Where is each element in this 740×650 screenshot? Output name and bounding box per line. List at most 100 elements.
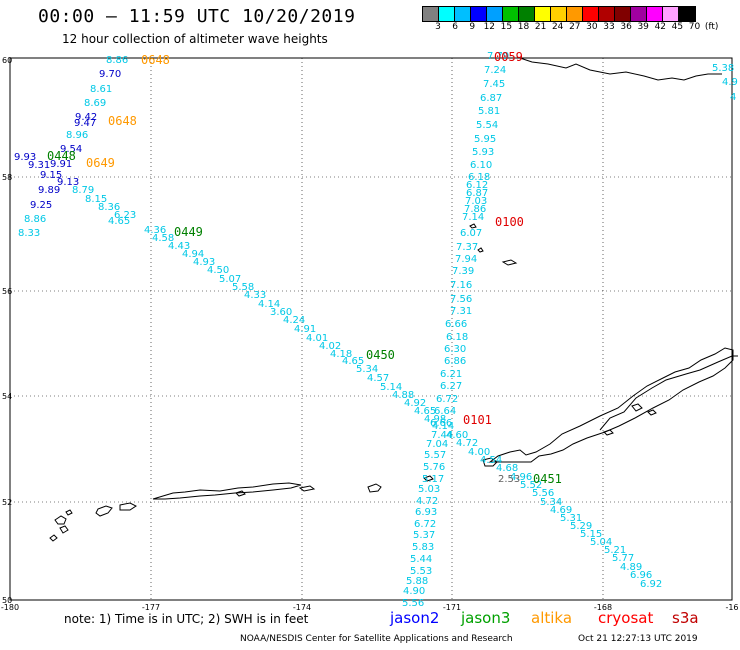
legend-item-cryosat: cryosat [598,609,654,627]
wave-height-value: 5.83 [412,542,434,553]
wave-height-value: 4.65 [342,356,364,367]
wave-height-value: 6.86 [444,356,466,367]
wave-height-value: 4.43 [168,241,190,252]
wave-height-value: 9.13 [57,177,79,188]
wave-height-value: 4.9 [722,77,738,88]
lon-tick-label: -16 [725,603,738,612]
colorbar-tick: (ft) [704,22,719,32]
island-a [95,505,113,517]
wave-height-value: 5.54 [476,120,498,131]
wave-height-value: 7.79 [487,51,509,62]
wave-height-value: 4.72 [416,496,438,507]
wave-height-value: 7.14 [462,212,484,223]
wave-height-value: 6.72 [436,394,458,405]
pass-time-label: 0648 [141,53,170,67]
colorbar-tick: 33 [603,22,615,32]
colorbar-swatch [519,7,535,21]
wave-height-value: 6.12 [466,180,488,191]
footer-note: note: 1) Time is in UTC; 2) SWH is in fe… [64,612,309,626]
colorbar-swatch [599,7,615,21]
wave-height-value: 5.81 [478,106,500,117]
wave-height-value: 5.93 [472,147,494,158]
legend-item-s3a: s3a [672,609,699,627]
wave-height-value: 6.66 [430,418,452,429]
wave-height-value: 9.31 [28,160,50,171]
wave-height-value: 8.96 [66,130,88,141]
wave-height-value: 5.95 [474,134,496,145]
wave-height-value: 7.44 [431,430,453,441]
colorbar-swatch [471,7,487,21]
wave-height-value: 8.61 [90,84,112,95]
wave-height-value: 4.72 [456,438,478,449]
lat-tick-label: 52 [2,498,12,507]
axis-labels: -180 -177 -174 -171 -168 -16 60 58 56 54 52 50 [1,56,739,612]
lat-tick-label: 58 [2,173,12,182]
wave-height-value: 6.64 [434,406,456,417]
wave-height-value: 4.90 [403,586,425,597]
wave-height-value: 5.34 [540,497,562,508]
colorbar-swatch [679,7,695,21]
wave-height-value: 9.15 [40,170,62,181]
wave-height-value: 6.96 [630,570,652,581]
legend-item-jason3: jason3 [461,609,511,627]
wave-height-value: 7.45 [483,79,505,90]
wave-height-value: 7.39 [452,266,474,277]
wave-height-value: 8.36 [98,202,120,213]
wave-height-value: 9.25 [30,200,52,211]
wave-height-value: 7.24 [484,65,506,76]
colorbar-tick: 9 [469,22,476,32]
lat-tick-label: 60 [2,56,12,65]
wave-height-value: 9.89 [38,185,60,196]
wave-height-value: 5.77 [612,553,634,564]
lon-tick-label: -171 [443,603,461,612]
wave-height-value: 8.69 [84,98,106,109]
wave-height-value: 4.88 [392,390,414,401]
colorbar-tick: 30 [586,22,598,32]
mainland-coast-east [599,355,738,431]
wave-height-value: 5.88 [406,576,428,587]
pass-time-label: 0451 [533,472,562,486]
wave-height-value: 9.42 [75,112,97,123]
wave-height-value: 4.89 [620,562,642,573]
colorbar-tick: 12 [483,22,496,32]
wave-height-value: 7.56 [450,294,472,305]
pass-time-label: 0448 [47,149,76,163]
wave-height-value: 6.07 [460,228,482,239]
colorbar-swatch [647,7,663,21]
island-c [49,509,73,542]
wave-height-value: 4.68 [496,463,518,474]
wave-height-value: 4.01 [306,333,328,344]
wave-height-value: 5.04 [590,537,612,548]
wave-height-value: 5.31 [560,513,582,524]
colorbar-swatch [551,7,567,21]
wave-height-value: 7.03 [465,196,487,207]
wave-height-value: 6.10 [470,160,492,171]
lon-tick-label: -168 [594,603,612,612]
wave-height-value: 6.92 [640,579,662,590]
wave-height-value: 4.69 [550,505,572,516]
wave-height-value: 4.65 [108,216,130,227]
lat-tick-label: 54 [2,392,12,401]
wave-height-value: 9.70 [99,69,121,80]
colorbar-tick: 39 [637,22,649,32]
wave-height-points: 4.654.364.584.434.944.934.505.075.584.33… [14,51,738,609]
colorbar-swatch [567,7,583,21]
wave-height-value: 4.96 [510,472,532,483]
wave-height-value: 6.27 [440,381,462,392]
wave-height-value: 6.23 [114,210,136,221]
legend-item-altika: altika [531,609,573,627]
wave-height-value: 5.03 [418,484,440,495]
wave-height-value: 9.47 [74,118,96,129]
lon-tick-label: -180 [1,603,19,612]
wave-height-value: 8.79 [72,185,94,196]
wave-height-value: 5.37 [413,530,435,541]
wave-height-value: 4.14 [432,421,454,432]
wave-height-value: 6.21 [440,369,462,380]
colorbar-tick: 21 [534,22,547,32]
wave-height-value: 6.87 [480,93,502,104]
wave-height-value: 4 [730,92,736,103]
map-title: 00:00 – 11:59 UTC 10/20/2019 [38,6,356,27]
wave-height-value: 6.87 [466,188,488,199]
